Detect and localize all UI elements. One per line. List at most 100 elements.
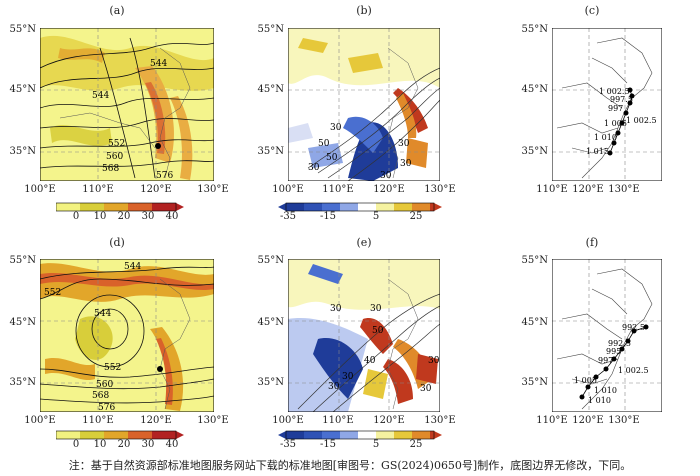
lat-label-45: 45°N bbox=[257, 317, 284, 328]
lat-label-35: 35°N bbox=[9, 146, 36, 157]
track-label: 1 010 bbox=[594, 386, 617, 395]
contour-label: 576 bbox=[156, 171, 173, 181]
contour-label: 30 bbox=[420, 384, 432, 394]
lon-label-130: 130°E bbox=[608, 184, 640, 195]
colorbar-e-tick: 5 bbox=[372, 439, 380, 450]
contour-label: 552 bbox=[104, 363, 121, 373]
lat-label-45: 45°N bbox=[9, 84, 36, 95]
lat-label-45: 45°N bbox=[257, 84, 284, 95]
colorbar-d bbox=[56, 430, 184, 440]
lon-label-120: 120°E bbox=[572, 184, 604, 195]
lon-label-110: 110°E bbox=[82, 415, 114, 426]
lon-label-100: 100°E bbox=[24, 415, 56, 426]
lon-label-130: 130°E bbox=[197, 415, 229, 426]
colorbar-d-tick: 0 bbox=[72, 439, 80, 450]
contour-label: 30 bbox=[330, 123, 342, 133]
lat-label-45: 45°N bbox=[521, 317, 548, 328]
contour-label: 50 bbox=[318, 139, 330, 149]
contour-label: 30 bbox=[342, 372, 354, 382]
contour-label: 560 bbox=[96, 380, 113, 390]
lat-label-55: 55°N bbox=[9, 255, 36, 266]
contour-label: 30 bbox=[428, 356, 440, 366]
colorbar-d-tick: 40 bbox=[165, 439, 179, 450]
track-label: 1 005 bbox=[604, 119, 627, 128]
contour-label: 30 bbox=[370, 304, 382, 314]
lat-label-45: 45°N bbox=[521, 84, 548, 95]
track-label: 1 010 bbox=[594, 133, 617, 142]
colorbar-d-tick: 10 bbox=[93, 439, 107, 450]
colorbar-e bbox=[278, 430, 442, 440]
lat-label-35: 35°N bbox=[9, 377, 36, 388]
contour-label: 576 bbox=[98, 403, 115, 412]
lon-label-110: 110°E bbox=[82, 184, 114, 195]
contour-label: 544 bbox=[124, 262, 141, 272]
contour-label: 30 bbox=[400, 159, 412, 169]
lat-label-55: 55°N bbox=[521, 255, 548, 266]
contour-label: 560 bbox=[106, 152, 123, 162]
track-label: 997 bbox=[608, 104, 623, 113]
colorbar-d-tick: 30 bbox=[141, 439, 155, 450]
panel-e-map: 30 30 50 40 30 30 30 30 bbox=[288, 259, 440, 412]
geopotential-contours bbox=[40, 37, 214, 179]
panel-f-label: (f) bbox=[585, 236, 599, 249]
colorbar-a-tick: 0 bbox=[72, 211, 80, 222]
cyclone-track bbox=[579, 324, 649, 400]
jet-contours bbox=[307, 67, 440, 181]
panel-b-map: 30 50 50 30 30 30 30 bbox=[288, 28, 440, 181]
contour-label: 544 bbox=[150, 59, 167, 69]
panel-a-label: (a) bbox=[109, 4, 125, 17]
contour-label: 50 bbox=[372, 326, 384, 336]
lon-label-100: 100°E bbox=[272, 184, 304, 195]
lat-label-35: 35°N bbox=[257, 146, 284, 157]
contour-label: 552 bbox=[108, 139, 125, 149]
colorbar-e-tick: -35 bbox=[279, 439, 297, 450]
panel-c-label: (c) bbox=[584, 4, 600, 17]
lon-label-120: 120°E bbox=[373, 184, 405, 195]
contour-label: 50 bbox=[326, 153, 338, 163]
gridlines bbox=[40, 28, 214, 181]
lat-label-35: 35°N bbox=[521, 146, 548, 157]
lat-label-55: 55°N bbox=[521, 24, 548, 35]
track-label: 995 bbox=[606, 347, 621, 356]
lon-label-110: 110°E bbox=[322, 415, 354, 426]
lon-label-100: 100°E bbox=[272, 415, 304, 426]
lat-label-55: 55°N bbox=[9, 24, 36, 35]
lat-label-35: 35°N bbox=[521, 377, 548, 388]
lon-label-120: 120°E bbox=[572, 415, 604, 426]
colorbar-a-tick: 10 bbox=[93, 211, 107, 222]
contour-label: 544 bbox=[92, 91, 109, 101]
track-label: 997.5 bbox=[610, 95, 633, 104]
lon-label-120: 120°E bbox=[140, 415, 172, 426]
track-label: 992.5 bbox=[608, 339, 631, 348]
colorbar-e-tick: -15 bbox=[319, 439, 337, 450]
divergence-shading bbox=[288, 259, 440, 412]
panel-d-label: (d) bbox=[109, 236, 125, 249]
wind-speed-shading bbox=[40, 35, 214, 180]
colorbar-a-tick: 40 bbox=[165, 211, 179, 222]
contour-label: 30 bbox=[308, 163, 320, 173]
lat-label-35: 35°N bbox=[257, 377, 284, 388]
contour-label: 30 bbox=[380, 171, 392, 181]
track-label: 1 002.5 bbox=[599, 87, 630, 96]
geopotential-contours bbox=[40, 266, 214, 404]
colorbar-b-tick: -15 bbox=[319, 211, 337, 222]
contour-label: 544 bbox=[94, 309, 111, 319]
panel-d-map: 544 552 544 552 560 568 576 bbox=[40, 259, 214, 412]
cyclone-center-marker bbox=[155, 143, 161, 149]
track-label: 1 015 bbox=[586, 147, 609, 156]
admin-boundaries bbox=[59, 47, 191, 179]
admin-boundaries bbox=[387, 47, 419, 179]
panel-f-map: 992.5 992.5 995 997 1 002.5 1 005 1 010 … bbox=[552, 259, 662, 412]
colorbar-a bbox=[56, 202, 184, 212]
contour-label: 40 bbox=[364, 356, 376, 366]
track-label: 1 002.5 bbox=[618, 366, 649, 375]
track-label: 1 010 bbox=[588, 396, 611, 405]
track-label: 992.5 bbox=[622, 323, 645, 332]
track-label: 1 002.5 bbox=[626, 116, 657, 125]
lon-label-130: 130°E bbox=[424, 415, 456, 426]
lon-label-120: 120°E bbox=[373, 415, 405, 426]
panel-c-map: 1 002.5 997.5 997 1 005 1 002.5 1 010 1 … bbox=[552, 28, 662, 181]
colorbar-e-tick: 25 bbox=[409, 439, 423, 450]
colorbar-a-tick: 20 bbox=[117, 211, 131, 222]
colorbar-d-tick: 20 bbox=[117, 439, 131, 450]
